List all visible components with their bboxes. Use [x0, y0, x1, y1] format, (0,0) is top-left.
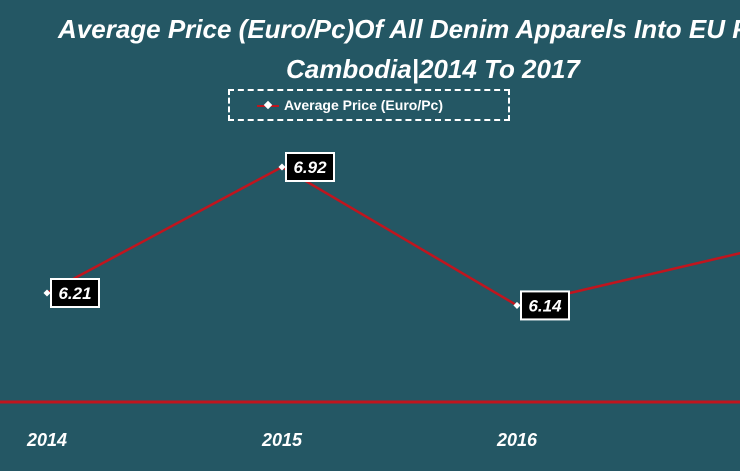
chart-title-line-2: Cambodia|2014 To 2017	[286, 54, 580, 84]
data-label-box-2016	[520, 290, 570, 321]
x-tick-label-2: 2016	[496, 430, 538, 450]
series-line	[46, 165, 740, 307]
data-label-box-2015	[285, 152, 335, 182]
data-label-2016: 6.14	[528, 296, 562, 315]
x-tick-label-1: 2015	[261, 430, 303, 450]
data-label-2014: 6.21	[58, 284, 91, 303]
data-point-2015	[278, 163, 286, 171]
legend-label: Average Price (Euro/Pc)	[284, 97, 443, 113]
data-label-box-2014	[50, 278, 100, 308]
data-label-2015: 6.92	[293, 158, 327, 177]
chart-title-line-1: Average Price (Euro/Pc)Of All Denim Appa…	[58, 14, 740, 44]
data-point-2014	[43, 289, 51, 297]
chart-legend: Average Price (Euro/Pc)	[228, 89, 510, 121]
x-tick-label-0: 2014	[26, 430, 67, 450]
